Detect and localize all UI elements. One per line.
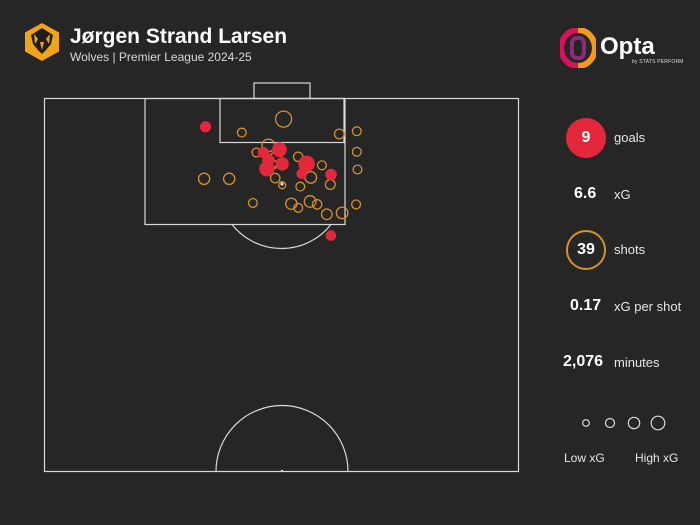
shot-point-17 — [295, 181, 306, 192]
pitch-lines — [43, 82, 520, 473]
xg-per-shot-value: 0.17 — [570, 297, 602, 314]
opta-byline: by STATS PERFORM — [632, 59, 684, 65]
wolves-logo-icon — [25, 23, 59, 61]
shot-point-20 — [303, 195, 317, 208]
shot-point-6 — [351, 146, 362, 157]
opta-logo-icon — [560, 28, 596, 68]
shots-badge: 39 — [566, 230, 606, 270]
legend-circles — [582, 415, 666, 431]
shot-point-23 — [351, 199, 362, 210]
goals-badge: 9 — [566, 118, 606, 158]
shot-point-18 — [247, 197, 258, 208]
opta-brand: Opta by STATS PERFORM — [560, 28, 690, 68]
opta-wordmark: Opta — [600, 33, 655, 60]
shot-point-15 — [269, 172, 281, 184]
shot-point-12 — [197, 172, 211, 186]
player-name: Jørgen Strand Larsen — [70, 25, 288, 48]
xg-per-shot-label: xG per shot — [614, 299, 682, 314]
goal-point-9 — [325, 230, 337, 241]
goal-point-2 — [272, 142, 287, 158]
goal-point-4 — [275, 157, 289, 171]
goal-frame — [253, 82, 311, 100]
goal-point-7 — [296, 168, 308, 180]
minutes-value: 2,076 — [563, 353, 604, 370]
legend-circle-3 — [650, 415, 666, 431]
shot-point-25 — [335, 206, 349, 220]
shot-point-19 — [285, 197, 298, 210]
goal-point-8 — [325, 168, 337, 181]
shot-point-10 — [316, 160, 327, 171]
shot-point-4 — [351, 126, 362, 137]
shots-value: 39 — [577, 241, 595, 258]
shot-point-0 — [274, 110, 293, 128]
legend-circle-0 — [582, 419, 590, 427]
shot-point-1 — [236, 127, 247, 138]
shot-point-22 — [293, 202, 304, 213]
shot-point-13 — [222, 172, 236, 186]
goal-point-0 — [199, 121, 212, 133]
goal-point-6 — [298, 155, 315, 173]
minutes-label: minutes — [614, 355, 660, 370]
goal-point-5 — [259, 161, 275, 177]
shot-point-26 — [278, 181, 287, 190]
shot-point-3 — [333, 128, 345, 140]
shot-point-11 — [352, 164, 363, 175]
xg-label: xG — [614, 187, 631, 202]
centre-circle-arc — [215, 404, 349, 472]
legend-high-label: High xG — [635, 451, 679, 465]
penalty-spot — [280, 182, 284, 186]
shots-layer — [197, 110, 363, 221]
legend-low-label: Low xG — [564, 451, 605, 465]
goals-layer — [199, 121, 337, 241]
centre-spot — [280, 469, 284, 473]
shots-label: shots — [614, 242, 646, 257]
goals-label: goals — [614, 130, 646, 145]
goals-value: 9 — [581, 129, 591, 146]
shot-point-21 — [311, 199, 323, 210]
legend-circle-2 — [627, 416, 641, 430]
xg-value: 6.6 — [574, 185, 597, 202]
shot-point-24 — [320, 208, 333, 221]
team-season: Wolves | Premier League 2024-25 — [70, 50, 252, 64]
shot-point-16 — [324, 178, 336, 191]
xg-size-legend — [582, 415, 666, 431]
legend-circle-1 — [604, 417, 616, 429]
penalty-arc — [231, 224, 332, 250]
